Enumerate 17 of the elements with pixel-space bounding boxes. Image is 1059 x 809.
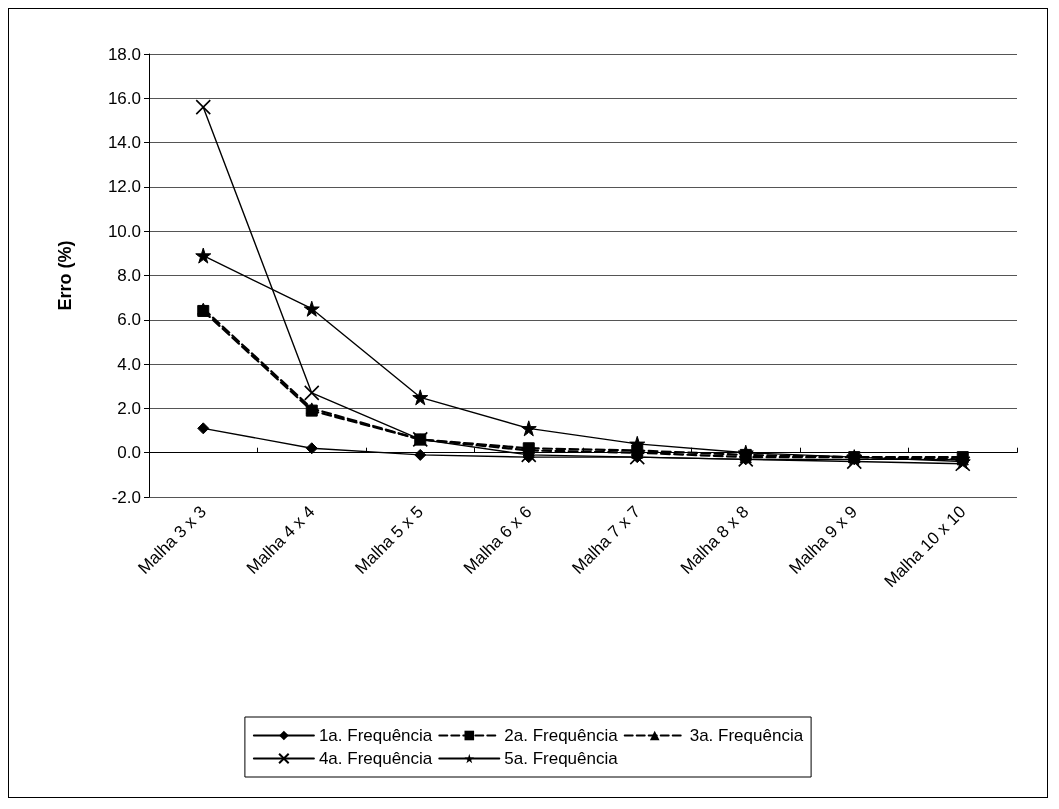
y-tick-label: 4.0 bbox=[117, 354, 141, 374]
y-tick-label: 8.0 bbox=[117, 266, 141, 285]
y-axis-title: Erro (%) bbox=[55, 240, 75, 311]
legend-label: 2a. Frequência bbox=[504, 726, 619, 745]
legend-label: 5a. Frequência bbox=[504, 749, 619, 768]
legend-label: 4a. Frequência bbox=[318, 749, 433, 768]
y-tick-label: -2.0 bbox=[111, 487, 141, 507]
y-tick-label: 0.0 bbox=[117, 443, 141, 463]
y-tick-label: 6.0 bbox=[117, 310, 141, 330]
legend-label: 1a. Frequência bbox=[318, 726, 433, 745]
y-tick-label: 14.0 bbox=[107, 133, 141, 153]
y-tick-label: 16.0 bbox=[107, 88, 141, 108]
y-tick-label: 12.0 bbox=[107, 177, 141, 197]
y-tick-label: 18.0 bbox=[107, 44, 141, 64]
y-tick-label: 10.0 bbox=[107, 221, 141, 241]
legend-label: 3a. Frequência bbox=[689, 726, 804, 745]
y-tick-label: 2.0 bbox=[117, 398, 141, 418]
